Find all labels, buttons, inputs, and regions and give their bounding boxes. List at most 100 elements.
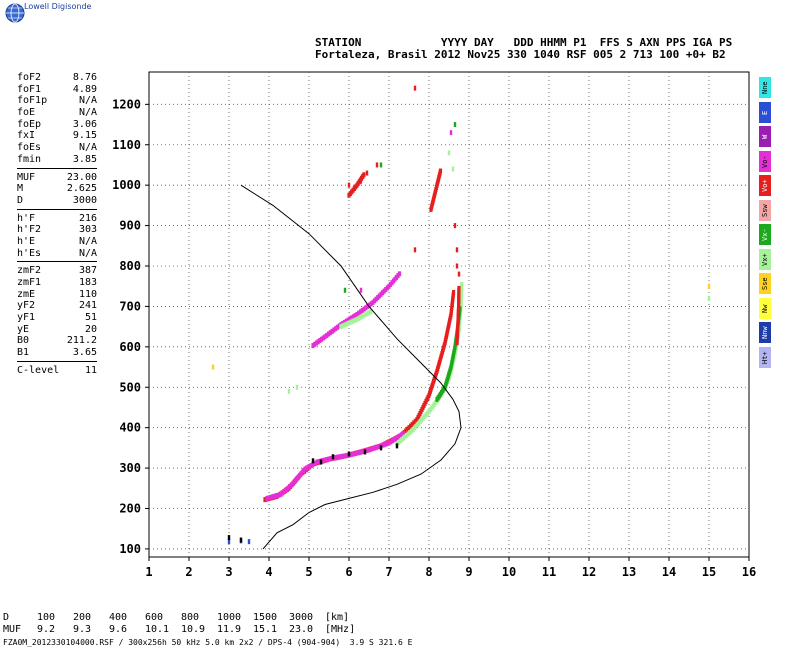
- echo-mark: [284, 487, 288, 493]
- param-name: fmin: [17, 153, 42, 165]
- echo-mark: [309, 462, 313, 468]
- echo-mark: [281, 490, 285, 496]
- echo-mark: [360, 449, 364, 455]
- echo-point: [707, 283, 711, 289]
- echo-mark: [398, 433, 402, 439]
- echo-point: [363, 449, 367, 455]
- muf-value: 11.9: [217, 624, 242, 635]
- echo-mark: [319, 336, 324, 342]
- echo-mark: [347, 320, 351, 326]
- param-row: zmF2 387: [17, 265, 97, 277]
- header-labels: STATION YYYY DAY DDD HHMM P1 FFS S AXN P…: [315, 36, 733, 49]
- echo-mark: [337, 323, 341, 329]
- echo-mark: [314, 340, 319, 346]
- param-name: foF2: [17, 72, 42, 83]
- echo-mark: [457, 285, 461, 291]
- param-value: 211.2: [66, 335, 97, 347]
- echo-mark: [401, 431, 405, 437]
- distance-value: 3000: [289, 612, 314, 623]
- x-tick-label: 6: [345, 565, 352, 579]
- y-tick-label: 200: [119, 502, 141, 516]
- echo-mark: [321, 335, 325, 341]
- echo-mark: [356, 450, 360, 456]
- echo-mark: [267, 495, 271, 501]
- echo-mark: [351, 314, 356, 320]
- param-value: 183: [78, 277, 97, 288]
- echo-point: [211, 364, 215, 370]
- y-tick-label: 500: [119, 380, 141, 394]
- echo-mark: [383, 441, 387, 447]
- param-row: MUF 23.00: [17, 172, 97, 184]
- param-value: 8.76: [72, 72, 97, 83]
- param-row: h'F 216: [17, 213, 97, 225]
- echo-mark: [367, 310, 371, 316]
- echo-point: [347, 182, 351, 188]
- legend-item: Ht+: [759, 346, 771, 368]
- echo-mark: [358, 449, 362, 455]
- param-name: fxI: [17, 130, 36, 142]
- echo-point: [359, 287, 363, 293]
- echo-mark: [329, 455, 333, 461]
- y-tick-label: 600: [119, 340, 141, 354]
- x-tick-label: 8: [425, 565, 432, 579]
- echo-mark: [348, 316, 352, 322]
- logo-text: Lowell Digisonde: [24, 2, 92, 11]
- param-row: yF2 241: [17, 300, 97, 312]
- param-name: MUF: [17, 171, 36, 183]
- param-value: N/A: [78, 95, 97, 107]
- echo-point: [395, 443, 399, 449]
- param-row: h'Es N/A: [17, 248, 97, 260]
- globe-icon: [5, 3, 25, 23]
- param-name: h'E: [17, 235, 36, 247]
- param-name: zmF2: [17, 265, 42, 277]
- echo-mark: [385, 441, 389, 447]
- echo-mark: [357, 315, 361, 321]
- legend-label: Nw: [761, 303, 769, 313]
- distance-value: 100: [37, 612, 56, 623]
- legend-label: Vx-: [761, 228, 769, 241]
- x-tick-label: 12: [582, 565, 596, 579]
- distance-value: 400: [109, 612, 128, 623]
- scaled-parameters-panel: foF2 8.76 foF1 4.89 foF1p N/A foE N/A foEp 3.06 fx…: [17, 72, 97, 377]
- distance-label: D: [3, 612, 10, 623]
- electron-density-profile: [240, 184, 462, 550]
- distance-value: 1500: [253, 612, 278, 623]
- echo-mark: [341, 323, 345, 329]
- echo-mark: [345, 321, 349, 327]
- echo-point: [227, 535, 231, 541]
- x-tick-label: 2: [185, 565, 192, 579]
- x-tick-label: 4: [265, 565, 272, 579]
- legend-label: Ht+: [761, 350, 769, 364]
- echo-mark: [338, 454, 342, 460]
- echo-point: [455, 247, 459, 253]
- param-row: B0 211.2: [17, 335, 97, 347]
- legend-item: E: [759, 101, 771, 123]
- echo-point: [457, 271, 461, 277]
- echo-point: [707, 295, 711, 301]
- echo-mark: [460, 281, 464, 287]
- echo-mark: [313, 341, 317, 347]
- param-value: 23.00: [66, 171, 97, 183]
- param-divider: [17, 261, 97, 263]
- echo-mark: [273, 493, 277, 499]
- echo-mark: [327, 456, 331, 462]
- echo-mark: [361, 313, 365, 319]
- echo-mark: [350, 315, 354, 321]
- echo-mark: [271, 494, 275, 500]
- x-tick-label: 7: [385, 565, 392, 579]
- muf-value: 10.9: [181, 624, 206, 635]
- echo-mark: [349, 319, 353, 325]
- echo-mark: [328, 330, 332, 336]
- echo-mark: [377, 443, 381, 449]
- legend-item: W: [759, 126, 771, 147]
- echo-mark: [287, 484, 292, 490]
- param-row: foF2 8.76: [17, 72, 97, 84]
- x-tick-label: 11: [542, 565, 556, 579]
- echo-mark: [365, 311, 369, 317]
- legend-item: Nnw: [759, 322, 771, 343]
- param-divider: [17, 167, 97, 169]
- echo-mark: [313, 460, 317, 466]
- y-tick-label: 300: [119, 461, 141, 475]
- echo-mark: [332, 327, 336, 333]
